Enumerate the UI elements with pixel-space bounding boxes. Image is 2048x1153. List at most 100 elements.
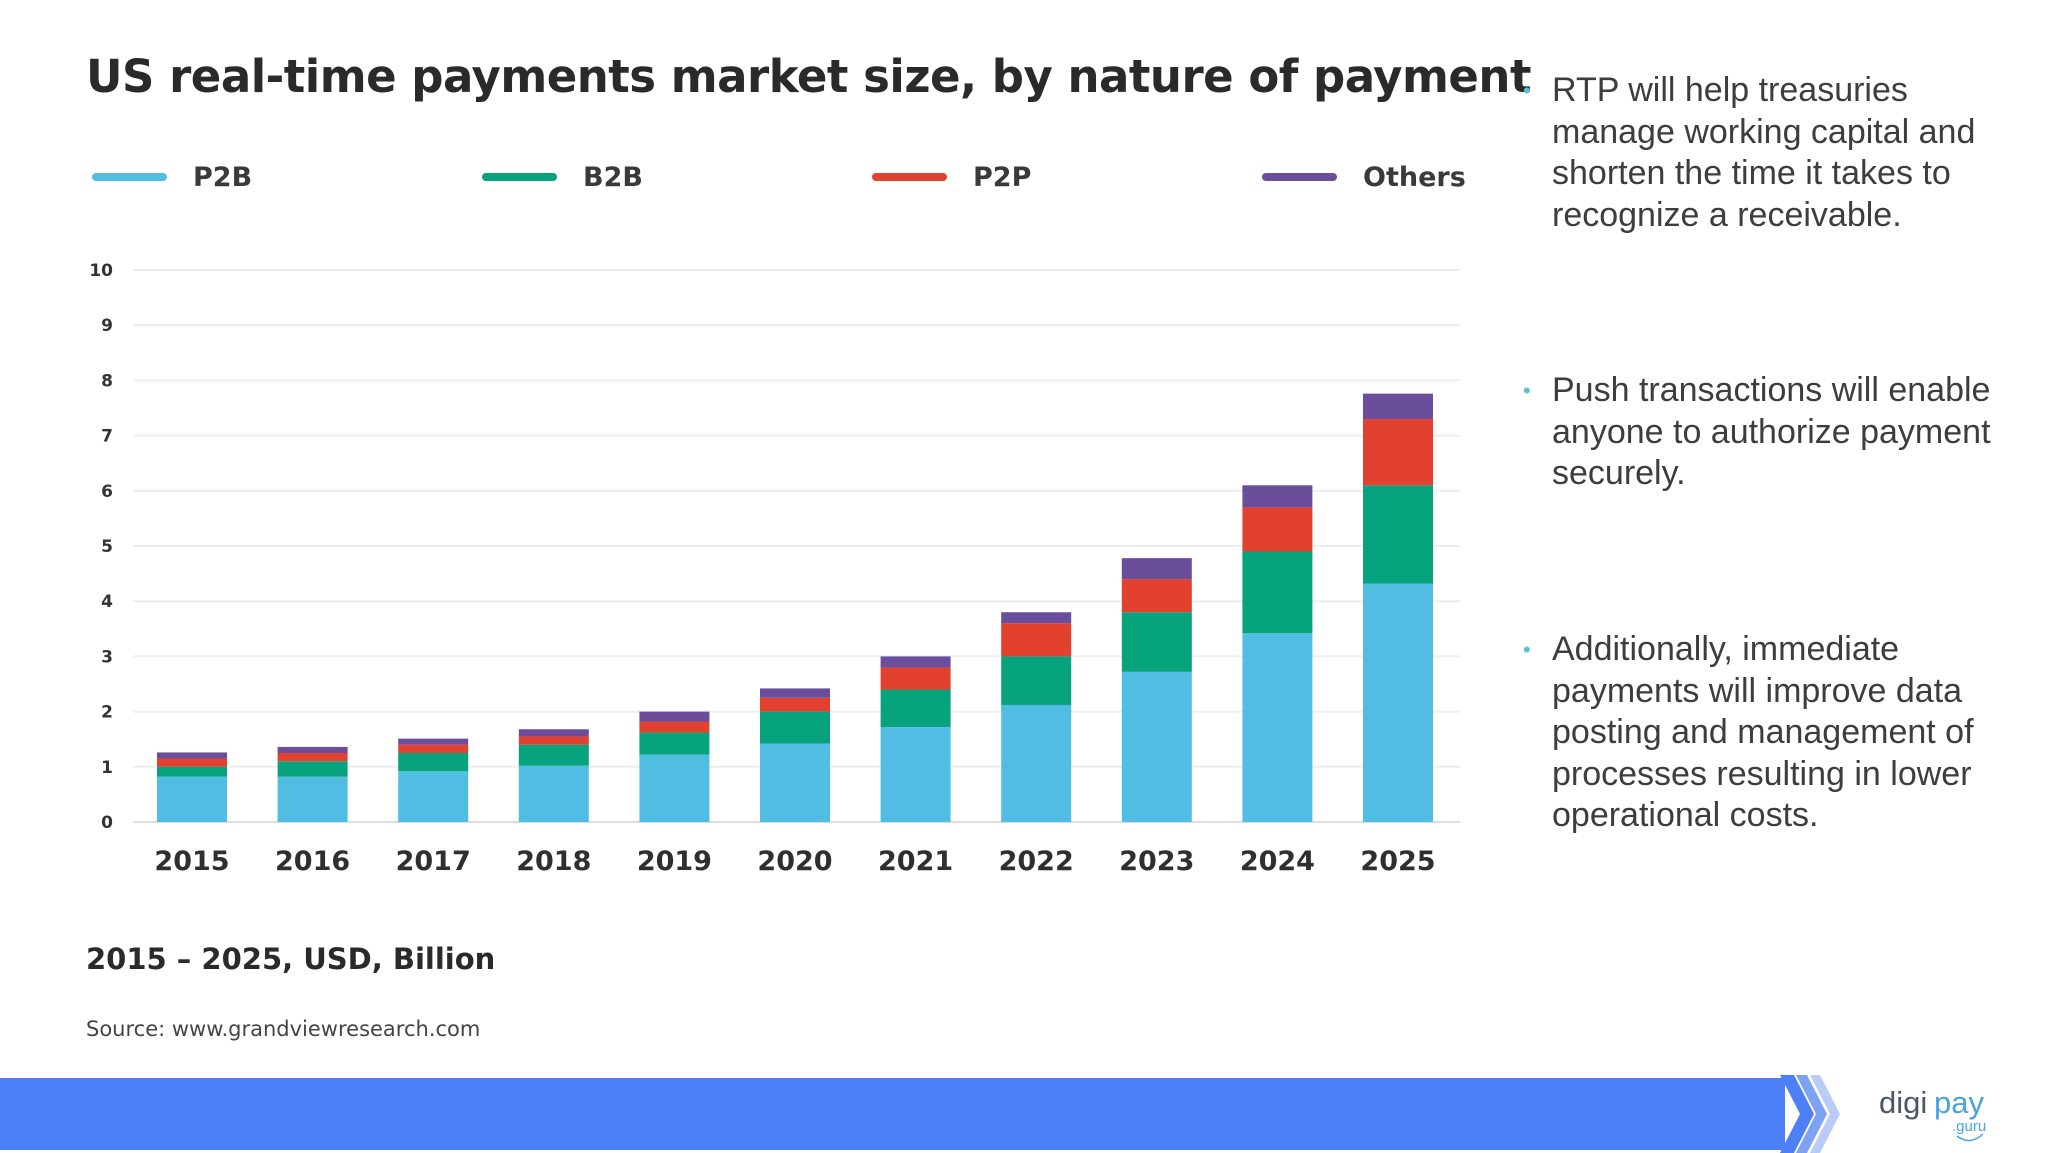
bar-segment-p2b-2025 (1363, 583, 1433, 822)
bar-segment-others-2017 (398, 738, 469, 745)
bar-segment-p2p-2016 (277, 753, 348, 762)
bar-segment-others-2016 (277, 746, 348, 753)
bullet-item-immediate: • Additionally, immediate payments will … (1512, 629, 2012, 837)
logo-text-pay: pay (1934, 1085, 1984, 1120)
bar-segment-p2p-2015 (157, 758, 227, 767)
x-tick-label: 2021 (878, 846, 953, 877)
bar-segment-b2b-2023 (1121, 612, 1192, 672)
bar-segment-b2b-2024 (1242, 551, 1313, 634)
digipay-guru-logo: digi pay .guru (1879, 1085, 1986, 1142)
chart-source: Source: www.grandviewresearch.com (86, 1017, 481, 1041)
bar-segment-p2p-2025 (1363, 419, 1433, 486)
y-tick-label: 8 (101, 371, 113, 391)
bar-segment-b2b-2021 (880, 689, 951, 728)
bar-segment-others-2015 (157, 752, 227, 759)
legend-swatch-others (1262, 173, 1337, 181)
legend-label-p2b: P2B (193, 161, 253, 193)
footer-bar (0, 1078, 1785, 1150)
legend-item-others: Others (1262, 157, 1466, 197)
y-tick-label: 2 (101, 703, 113, 723)
legend-item-b2b: B2B (482, 157, 643, 197)
chevrons-icon (1780, 1075, 1840, 1153)
logo-text-guru: .guru (1952, 1118, 1986, 1135)
stacked-bar-chart: 0 1 2 3 4 5 6 7 8 9 10 2015 2016 2017 2018 2019 2020 202… (89, 261, 1460, 877)
bullet-dot-icon: • (1523, 637, 1531, 662)
bar-segment-p2b-2015 (157, 776, 227, 822)
bar-segment-p2b-2021 (880, 727, 951, 822)
bar-segment-p2b-2024 (1242, 633, 1313, 822)
bar-segment-p2b-2023 (1121, 671, 1192, 822)
legend-swatch-b2b (482, 173, 557, 181)
legend-label-others: Others (1363, 161, 1466, 193)
legend-swatch-p2p (872, 173, 947, 181)
bar-segment-p2p-2018 (518, 736, 589, 745)
bullet-text: RTP will help treasuries manage working … (1552, 71, 1976, 234)
bar-segment-others-2020 (760, 688, 830, 698)
bar-segment-b2b-2020 (760, 711, 830, 744)
chart-title: US real-time payments market size, by na… (86, 50, 1531, 103)
bar-segment-p2p-2023 (1121, 579, 1192, 613)
bar-segment-p2b-2018 (518, 765, 589, 822)
bar-segment-b2b-2016 (277, 761, 348, 777)
bar-segment-p2p-2021 (880, 667, 951, 690)
bar-segment-p2b-2022 (1001, 704, 1072, 822)
bullet-text: Additionally, immediate payments will im… (1552, 630, 1974, 834)
legend-swatch-p2b (92, 173, 167, 181)
x-tick-label: 2020 (757, 846, 832, 877)
legend-label-b2b: B2B (583, 161, 643, 193)
bar-segment-b2b-2018 (518, 744, 589, 766)
y-axis-ticks: 0 1 2 3 4 5 6 7 8 9 10 (89, 261, 113, 833)
x-tick-label: 2025 (1360, 846, 1435, 877)
bar-segment-p2p-2022 (1001, 623, 1072, 657)
gridlines (133, 269, 1460, 823)
bars (157, 393, 1433, 822)
x-axis-ticks: 2015 2016 2017 2018 2019 2020 2021 2022 2023 2024… (154, 846, 1435, 877)
bar-segment-b2b-2019 (639, 732, 710, 755)
x-tick-label: 2023 (1119, 846, 1194, 877)
x-tick-label: 2024 (1240, 846, 1315, 877)
y-tick-label: 4 (101, 592, 113, 612)
bar-segment-p2b-2020 (760, 743, 830, 822)
y-tick-label: 3 (101, 647, 113, 667)
bar-segment-p2p-2020 (760, 697, 830, 712)
legend-item-p2p: P2P (872, 157, 1031, 197)
y-tick-label: 1 (101, 758, 113, 778)
bar-segment-b2b-2022 (1001, 656, 1072, 705)
bar-segment-p2b-2017 (398, 771, 469, 822)
bullet-item-push: • Push transactions will enable anyone t… (1512, 370, 2012, 495)
bar-segment-p2p-2017 (398, 744, 469, 753)
legend-label-p2p: P2P (973, 161, 1032, 193)
bar-segment-p2p-2019 (639, 721, 710, 733)
bullet-dot-icon: • (1523, 78, 1531, 103)
bullet-text: Push transactions will enable anyone to … (1552, 371, 1991, 492)
y-tick-label: 6 (101, 482, 113, 502)
bar-segment-p2b-2019 (639, 754, 710, 822)
legend-item-p2b: P2B (92, 157, 252, 197)
y-tick-label: 10 (89, 261, 113, 281)
x-tick-label: 2018 (516, 846, 591, 877)
bar-segment-others-2021 (880, 656, 951, 668)
chart-legend: P2B B2B P2P Others (92, 157, 1466, 197)
bar-segment-others-2023 (1121, 558, 1192, 580)
bar-segment-p2b-2016 (277, 776, 348, 822)
bar-segment-b2b-2025 (1363, 485, 1433, 584)
x-tick-label: 2022 (999, 846, 1074, 877)
x-tick-label: 2015 (154, 846, 229, 877)
x-tick-label: 2019 (637, 846, 712, 877)
bar-segment-others-2024 (1242, 485, 1313, 508)
bar-segment-p2p-2024 (1242, 507, 1313, 552)
bullet-item-rtp: • RTP will help treasuries manage workin… (1512, 70, 2012, 236)
x-tick-label: 2016 (275, 846, 350, 877)
bar-segment-b2b-2015 (157, 766, 227, 777)
y-tick-label: 9 (101, 316, 113, 336)
chart-subtitle: 2015 – 2025, USD, Billion (86, 942, 496, 976)
x-tick-label: 2017 (396, 846, 471, 877)
logo-text-digi: digi (1879, 1085, 1927, 1120)
bar-segment-others-2018 (518, 729, 589, 737)
bar-segment-others-2022 (1001, 612, 1072, 624)
y-tick-label: 7 (101, 427, 113, 447)
bullet-dot-icon: • (1523, 378, 1531, 403)
bar-segment-others-2025 (1363, 393, 1433, 420)
y-tick-label: 0 (101, 813, 113, 833)
bar-segment-others-2019 (639, 711, 710, 722)
